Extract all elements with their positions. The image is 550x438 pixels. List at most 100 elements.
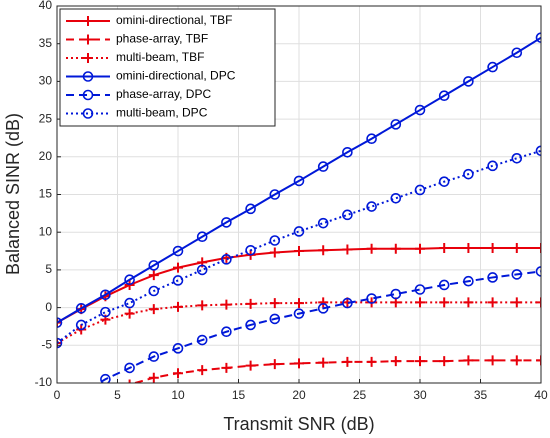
marker (221, 326, 232, 338)
legend-marker (82, 71, 94, 82)
marker (415, 243, 425, 254)
marker (294, 246, 304, 257)
marker (57, 337, 63, 349)
y-tick-label: 35 (39, 36, 53, 50)
marker (439, 356, 450, 367)
marker (197, 365, 208, 376)
marker (128, 379, 131, 383)
legend-marker (83, 34, 93, 45)
marker (269, 247, 280, 258)
marker (148, 270, 159, 281)
marker (317, 217, 329, 229)
marker (535, 145, 541, 157)
marker (342, 209, 353, 221)
marker (342, 146, 353, 158)
marker (245, 244, 256, 256)
marker (245, 360, 256, 371)
marker (487, 61, 498, 73)
marker (415, 356, 425, 367)
marker (172, 275, 184, 286)
y-tick-label: 40 (39, 0, 53, 12)
marker (511, 269, 523, 280)
marker (390, 192, 402, 204)
marker (269, 189, 281, 200)
marker (535, 32, 541, 43)
marker (511, 355, 522, 366)
legend-marker (82, 108, 94, 119)
series-line (97, 270, 541, 383)
y-tick-label: -10 (35, 375, 53, 389)
y-tick-label: 25 (39, 111, 53, 125)
marker (148, 285, 160, 297)
marker (342, 297, 353, 309)
legend-label: omini-directional, DPC (116, 69, 236, 83)
marker (463, 297, 474, 308)
marker (197, 300, 208, 311)
marker (317, 303, 329, 314)
marker (124, 297, 135, 309)
marker (173, 262, 183, 273)
marker (511, 47, 523, 59)
legend-label: multi-beam, DPC (116, 106, 208, 120)
y-tick-label: 0 (45, 300, 52, 314)
marker (414, 104, 426, 116)
x-tick-label: 5 (114, 388, 121, 402)
marker (196, 264, 208, 276)
marker (100, 373, 111, 383)
marker (390, 356, 401, 367)
marker (75, 319, 87, 331)
marker (366, 293, 377, 304)
marker (390, 288, 402, 300)
marker (100, 389, 110, 399)
marker (172, 245, 184, 257)
marker (487, 297, 498, 308)
marker (511, 297, 522, 308)
marker (57, 317, 62, 328)
marker (463, 168, 474, 180)
marker (173, 368, 183, 379)
marker (196, 231, 208, 243)
legend-label: multi-beam, TBF (116, 50, 204, 64)
marker (487, 243, 498, 254)
marker (53, 405, 62, 414)
x-tick-label: 25 (353, 388, 367, 402)
marker (463, 275, 474, 287)
marker (245, 203, 256, 215)
marker (463, 355, 474, 366)
marker (75, 303, 87, 314)
marker (100, 306, 111, 318)
y-tick-label: 5 (45, 262, 52, 276)
marker (535, 266, 541, 277)
marker (148, 304, 159, 315)
marker (294, 298, 304, 309)
x-axis-label: Transmit SNR (dB) (223, 414, 374, 434)
marker (536, 243, 541, 254)
marker (77, 389, 86, 398)
marker (366, 356, 377, 367)
marker (124, 362, 135, 374)
marker (269, 359, 280, 370)
legend-label: phase-array, DPC (116, 87, 211, 101)
marker (245, 298, 256, 309)
marker (173, 301, 183, 312)
x-tick-label: 0 (54, 388, 61, 402)
legend-label: omini-directional, TBF (116, 13, 232, 27)
series-line (131, 359, 541, 383)
marker (221, 362, 232, 373)
marker (245, 319, 256, 331)
x-tick-label: 35 (474, 388, 488, 402)
marker (269, 298, 280, 309)
marker (221, 217, 232, 228)
marker (390, 119, 402, 130)
marker (438, 279, 450, 291)
marker (511, 153, 523, 164)
marker (124, 308, 135, 319)
marker (342, 356, 353, 367)
y-tick-label: 30 (39, 74, 53, 88)
marker (57, 338, 62, 349)
marker (172, 343, 184, 354)
marker (57, 317, 63, 328)
marker (269, 235, 281, 246)
legend-marker (83, 53, 93, 63)
marker (148, 260, 160, 271)
